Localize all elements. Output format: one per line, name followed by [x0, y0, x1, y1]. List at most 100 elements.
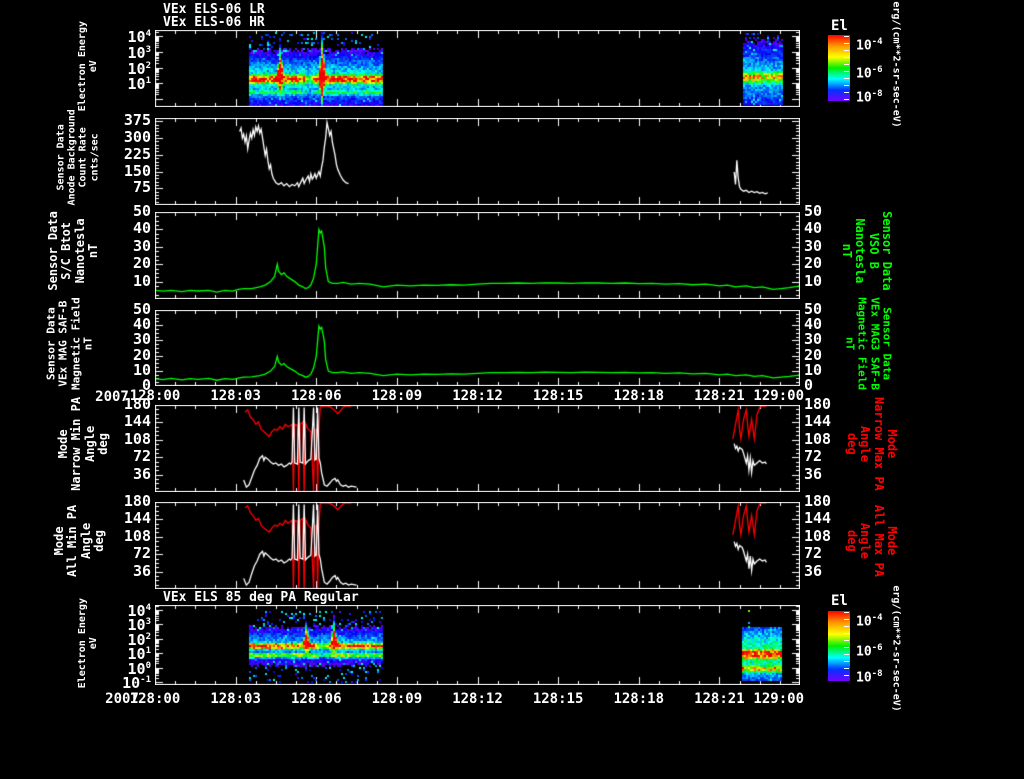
y-tick-label: 50 [132, 202, 151, 220]
y-tick-label: 72 [132, 447, 151, 466]
colorbar-tick-label: 10-4 [856, 36, 883, 53]
y-tick-label: 36 [132, 561, 151, 580]
els06-spectrogram-panel [155, 30, 800, 107]
x-tick-label: 128:09 [371, 691, 423, 707]
y-tick-label: 36 [804, 464, 823, 483]
y-tick-label: 180 [123, 395, 151, 413]
x-tick-label: 128:12 [452, 691, 503, 707]
y-tick-label: 30 [804, 330, 823, 349]
y-tick-label: 104 [127, 602, 151, 621]
y-tick-label: 50 [804, 300, 823, 318]
colorbar-minor-ticks [844, 612, 849, 680]
plot-title-els06-lr: VEx ELS-06 LR [163, 2, 265, 17]
x-tick-label: 128:03 [210, 691, 261, 707]
y-tick-label: 101 [127, 645, 151, 664]
flux-unit-label-bottom: erg/(cm**2-sr-sec-eV) [890, 585, 902, 712]
y-tick-label: 108 [804, 526, 832, 545]
y-tick-label: 50 [804, 202, 823, 220]
colorbar-tick-label: 10-8 [856, 89, 883, 106]
y-tick-label: 10 [132, 360, 151, 379]
x-tick-label: 129:00 [753, 691, 804, 707]
y-tick-label: 36 [132, 464, 151, 483]
y-tick-label: 30 [132, 330, 151, 349]
flux-colorbar-bottom [828, 611, 850, 681]
y-tick-label: 108 [123, 526, 151, 545]
els85-spectrogram-panel [155, 605, 800, 685]
year-label-bottom-axis: 2007 [105, 691, 139, 707]
y-tick-label: 0 [804, 376, 814, 394]
y-tick-label: 75 [132, 178, 151, 197]
y-tick-label: 180 [804, 395, 832, 413]
y-tick-label: 102 [127, 630, 151, 649]
colorbar-minor-ticks [844, 36, 849, 100]
left-axis-label-els85_spectrogram: Electron Energy eV [77, 513, 99, 773]
y-tick-label: 180 [123, 492, 151, 510]
y-tick-label: 40 [132, 315, 151, 334]
y-tick-label: 50 [132, 300, 151, 318]
y-tick-label: 103 [127, 616, 151, 635]
y-tick-label: 180 [804, 492, 832, 510]
y-tick-label: 30 [132, 236, 151, 255]
colorbar-title-top: El [831, 18, 848, 34]
x-tick-label: 128:18 [613, 388, 665, 404]
y-tick-label: 10 [132, 271, 151, 290]
y-tick-label: 20 [132, 345, 151, 364]
y-tick-label: 103 [127, 44, 151, 62]
year-label-mid-axis: 2007 [95, 389, 129, 405]
count-rate-panel [155, 118, 800, 205]
y-tick-label: 36 [804, 561, 823, 580]
colorbar-tick-label: 10-4 [856, 613, 883, 630]
y-tick-label: 104 [127, 28, 151, 47]
y-tick-label: 72 [132, 544, 151, 563]
colorbar-tick-label: 10-6 [856, 643, 883, 660]
y-tick-label: 0 [141, 376, 151, 394]
axis-label-line: Mode [52, 526, 67, 556]
flux-unit-label-top: erg/(cm**2-sr-sec-eV) [890, 1, 902, 128]
y-tick-label: 20 [132, 254, 151, 273]
plot-title-els85: VEx ELS 85 deg PA Regular [163, 590, 359, 605]
narrow-pa-panel [155, 405, 800, 492]
y-tick-label: 100 [127, 659, 151, 678]
y-tick-label: 40 [804, 315, 823, 334]
y-tick-label: 150 [123, 161, 151, 180]
y-tick-label: 20 [804, 345, 823, 364]
y-tick-label: 72 [804, 447, 823, 466]
y-tick-label: 108 [804, 429, 832, 448]
x-tick-label: 128:00 [129, 388, 181, 404]
y-tick-label: 20 [804, 254, 823, 273]
colorbar-tick-label: 10-8 [856, 669, 883, 686]
x-tick-label: 128:06 [290, 691, 342, 707]
y-tick-label: 375 [123, 111, 151, 130]
x-tick-label: 128:00 [129, 691, 181, 707]
colorbar-title-bottom: El [831, 593, 848, 609]
axis-label-line: Angle [858, 522, 872, 559]
colorbar-tick-label: 10-6 [856, 64, 883, 82]
axis-label-line: eV [88, 637, 99, 650]
x-tick-label: 128:18 [613, 691, 665, 707]
y-tick-label: 144 [123, 412, 151, 431]
y-tick-label: 72 [804, 544, 823, 563]
axis-label-line: Electron Energy [76, 598, 88, 689]
y-tick-label: 108 [123, 429, 151, 448]
sc-btot-panel [155, 212, 800, 299]
y-tick-label: 102 [127, 59, 151, 78]
y-tick-label: 144 [804, 412, 832, 431]
x-tick-label: 128:15 [532, 388, 584, 404]
axis-label-line: All Max PA [871, 504, 886, 577]
mag-saf-b-panel [155, 310, 800, 386]
y-tick-label: 40 [804, 219, 823, 238]
y-tick-label: 40 [132, 219, 151, 238]
x-tick-label: 128:09 [371, 388, 423, 404]
x-tick-label: 128:03 [210, 388, 261, 404]
y-tick-label: 300 [123, 128, 151, 147]
y-tick-label: 10 [804, 271, 823, 290]
y-tick-label: 225 [123, 144, 151, 163]
x-tick-label: 128:12 [452, 388, 503, 404]
flux-colorbar-top [828, 35, 850, 101]
y-tick-label: 144 [804, 509, 832, 528]
x-tick-label: 128:21 [694, 388, 745, 404]
x-tick-label: 128:21 [694, 691, 745, 707]
x-tick-label: 129:00 [753, 388, 804, 404]
x-tick-label: 128:15 [532, 691, 584, 707]
y-tick-label: 144 [123, 509, 151, 528]
